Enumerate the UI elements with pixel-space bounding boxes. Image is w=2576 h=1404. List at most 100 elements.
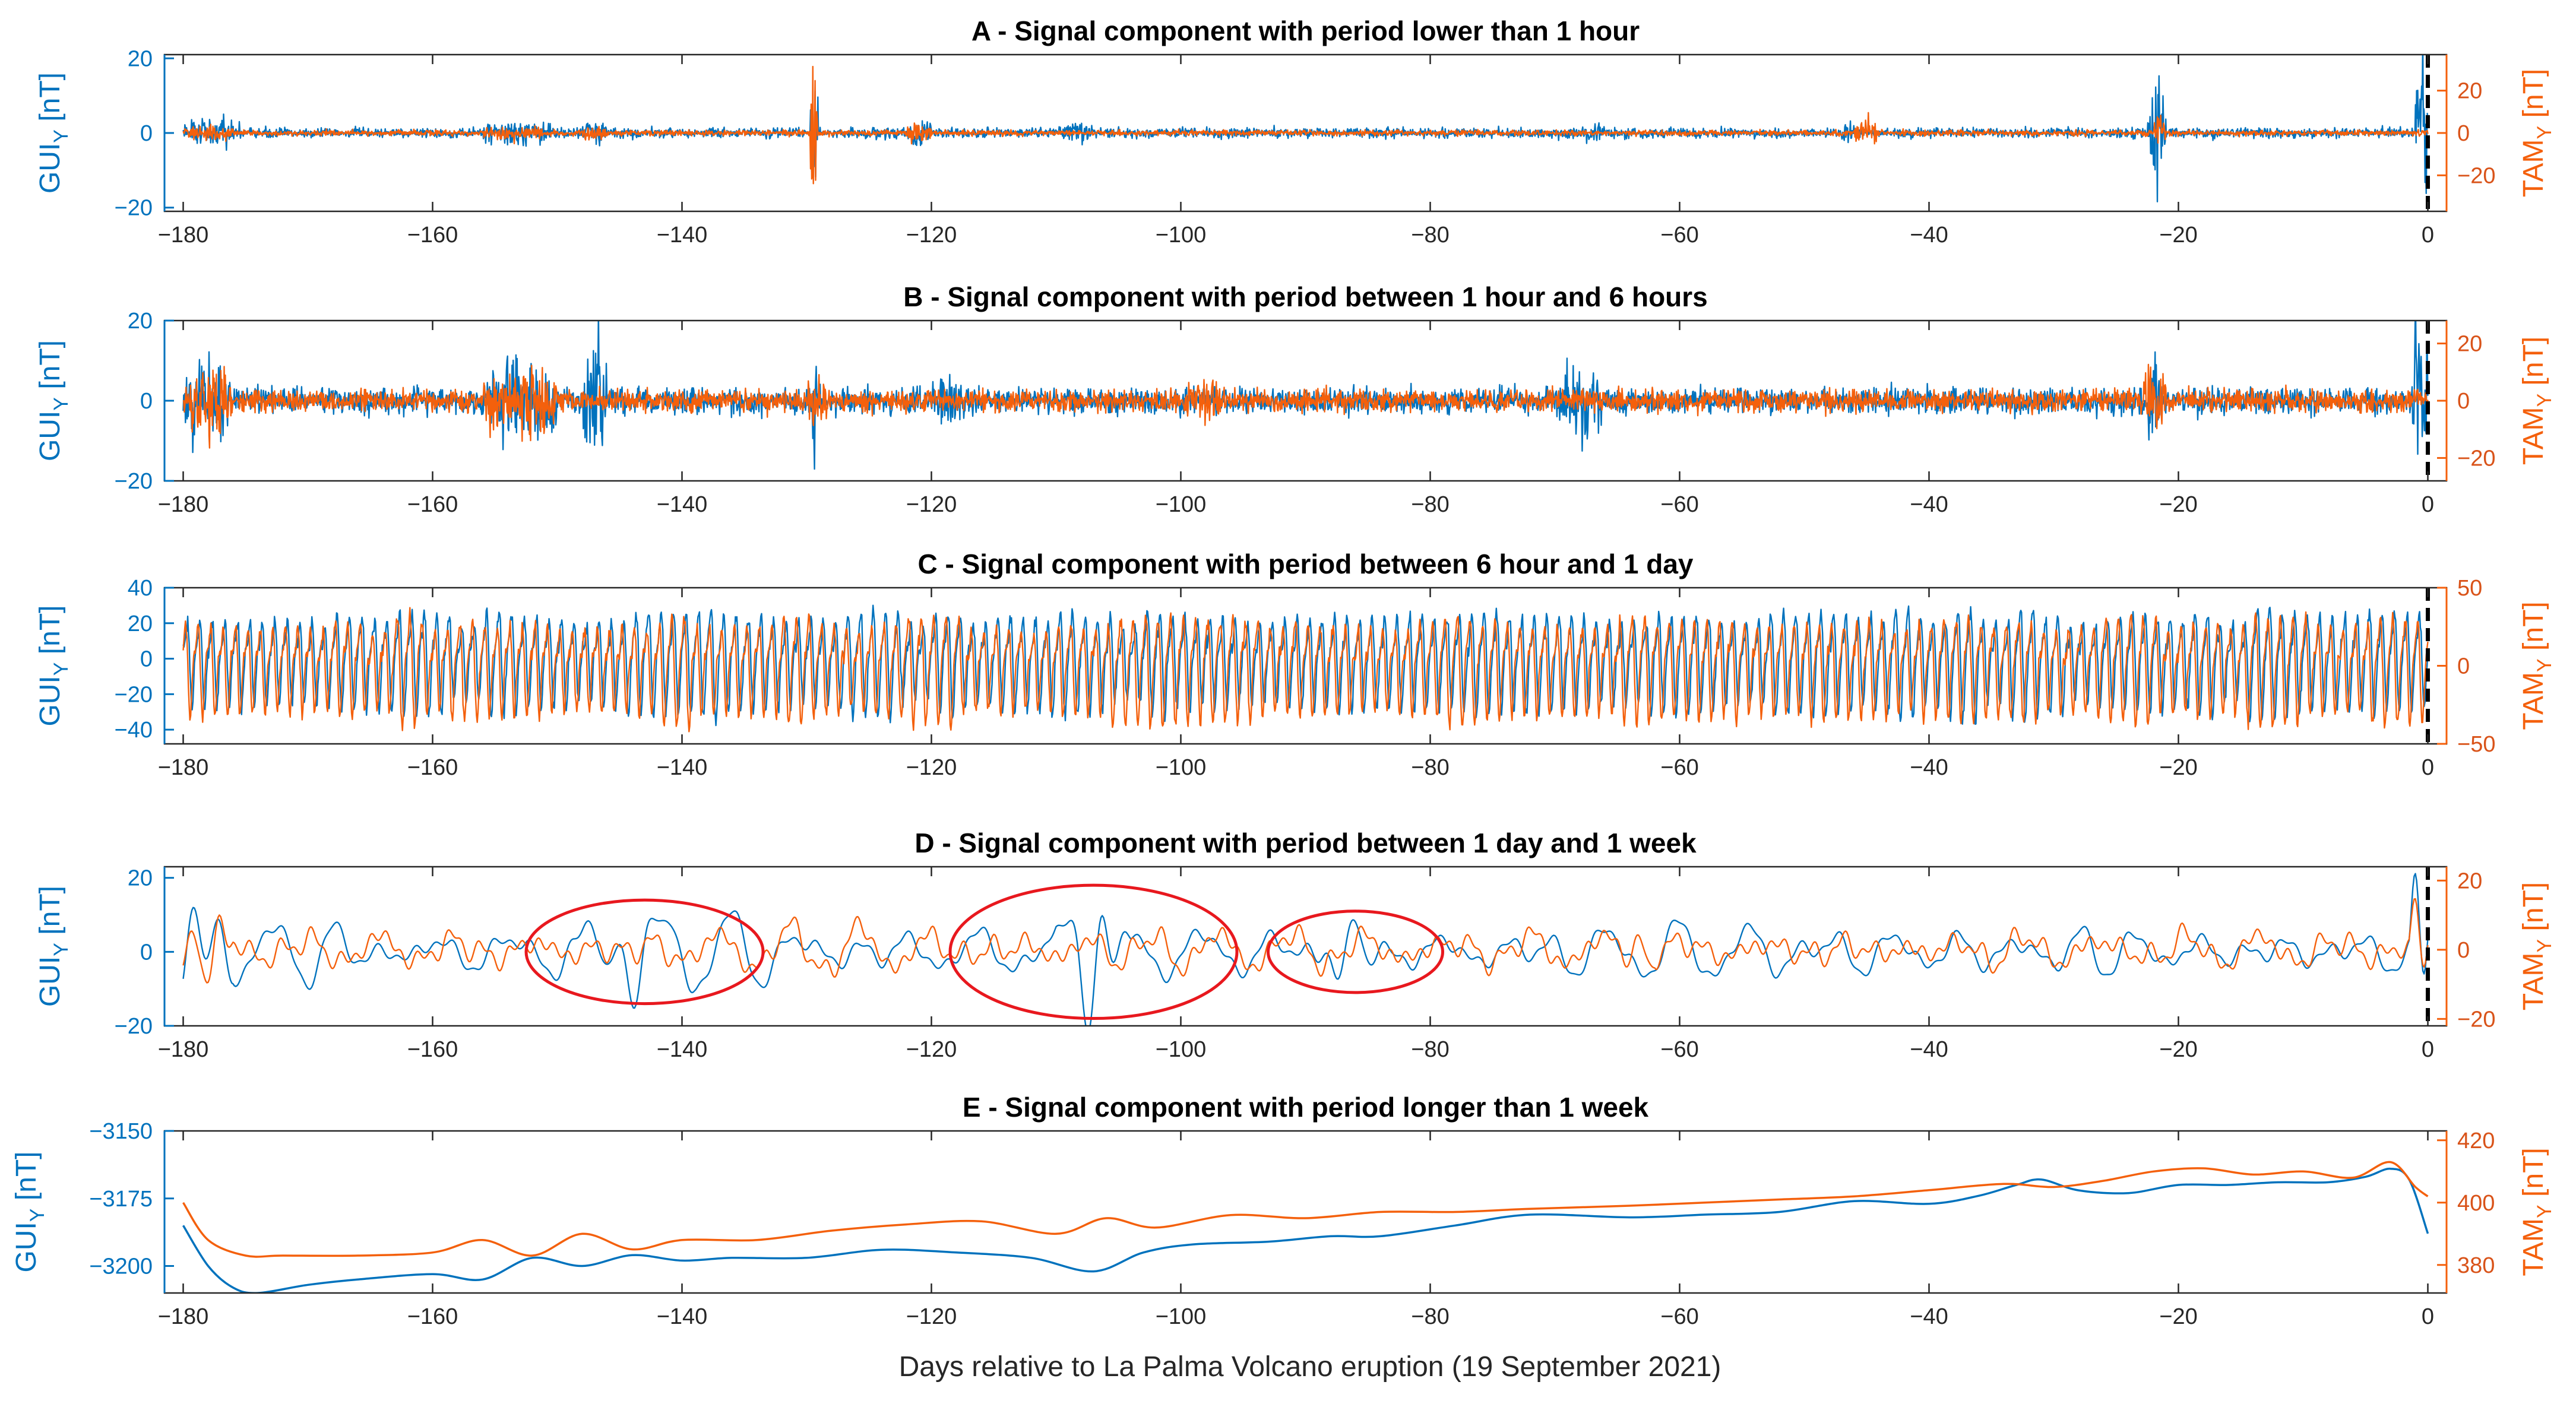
x-tick-label: −20: [2159, 1304, 2197, 1329]
x-tick-label: −20: [2159, 492, 2197, 517]
x-tick-label: −20: [2159, 755, 2197, 780]
y-right-label: TAMY [nT]: [2518, 69, 2556, 197]
plot-frame: [163, 866, 2448, 1027]
y-right-tick-label: 400: [2457, 1191, 2495, 1216]
series-group: [182, 604, 2429, 733]
y-left-tick-label: 40: [128, 576, 153, 601]
x-tick-label: −120: [906, 1037, 957, 1062]
panel-b: B - Signal component with period between…: [34, 281, 2556, 517]
y-right-label: TAMY [nT]: [2518, 601, 2556, 730]
x-tick-label: −180: [158, 223, 209, 248]
x-tick-label: −100: [1156, 223, 1207, 248]
x-tick-label: 0: [2422, 1304, 2434, 1329]
x-tick-label: −160: [407, 755, 458, 780]
y-left-tick-label: 0: [140, 121, 153, 146]
y-left-tick-label: −20: [115, 469, 153, 494]
gui-series-line: [182, 1167, 2429, 1293]
tam-series-line: [182, 607, 2429, 733]
y-left-label: GUIY [nT]: [34, 886, 72, 1007]
y-right-tick-label: −20: [2457, 446, 2495, 471]
tam-series-line: [182, 363, 2429, 449]
x-tick-label: −100: [1156, 1304, 1207, 1329]
x-tick-label: −180: [158, 1304, 209, 1329]
panel-a: A - Signal component with period lower t…: [34, 15, 2556, 248]
x-tick-label: −100: [1156, 492, 1207, 517]
highlight-ellipse: [1267, 909, 1444, 994]
x-tick-label: −20: [2159, 1037, 2197, 1062]
y-left-tick-label: 0: [140, 647, 153, 672]
y-left-tick-label: −40: [115, 718, 153, 743]
y-left-label: GUIY [nT]: [34, 605, 72, 726]
x-tick-label: −40: [1910, 1037, 1948, 1062]
x-tick-label: 0: [2422, 223, 2434, 248]
x-tick-label: −140: [657, 1037, 708, 1062]
x-tick-label: −40: [1910, 1304, 1948, 1329]
x-tick-label: −40: [1910, 755, 1948, 780]
x-tick-label: −140: [657, 755, 708, 780]
y-right-tick-label: 0: [2457, 121, 2470, 146]
x-tick-label: −80: [1411, 492, 1449, 517]
y-left-tick-label: −3150: [89, 1119, 153, 1144]
series-group: [182, 873, 2429, 1026]
y-left-tick-label: 20: [128, 309, 153, 334]
x-tick-label: −40: [1910, 223, 1948, 248]
x-tick-label: −60: [1660, 492, 1698, 517]
x-tick-label: −80: [1411, 1037, 1449, 1062]
y-left-tick-label: 20: [128, 611, 153, 636]
x-tick-label: −160: [407, 492, 458, 517]
panel-title: B - Signal component with period between…: [903, 281, 1708, 312]
y-left-tick-label: −20: [115, 196, 153, 221]
x-tick-label: −100: [1156, 1037, 1207, 1062]
y-right-tick-label: 20: [2457, 869, 2482, 893]
y-right-tick-label: 0: [2457, 654, 2470, 679]
x-tick-label: 0: [2422, 755, 2434, 780]
y-right-tick-label: 20: [2457, 79, 2482, 104]
x-tick-label: −80: [1411, 755, 1449, 780]
x-tick-label: −160: [407, 1037, 458, 1062]
x-tick-label: −80: [1411, 1304, 1449, 1329]
y-left-tick-label: 20: [128, 46, 153, 71]
x-tick-label: −140: [657, 223, 708, 248]
x-tick-label: −120: [906, 1304, 957, 1329]
y-right-label: TAMY [nT]: [2518, 882, 2556, 1010]
x-tick-label: −180: [158, 1037, 209, 1062]
y-right-tick-label: 0: [2457, 389, 2470, 414]
x-tick-label: 0: [2422, 492, 2434, 517]
y-left-label: GUIY [nT]: [34, 72, 72, 194]
y-right-label: TAMY [nT]: [2518, 337, 2556, 465]
y-right-tick-label: 0: [2457, 938, 2470, 963]
y-right-label: TAMY [nT]: [2518, 1148, 2556, 1276]
y-left-tick-label: −3175: [89, 1187, 153, 1212]
y-left-tick-label: 20: [128, 866, 153, 891]
x-tick-label: −60: [1660, 223, 1698, 248]
x-tick-label: −100: [1156, 755, 1207, 780]
x-tick-label: −180: [158, 755, 209, 780]
x-tick-label: 0: [2422, 1037, 2434, 1062]
tam-series-line: [182, 1161, 2429, 1258]
y-left-tick-label: −3200: [89, 1254, 153, 1279]
series-group: [182, 55, 2429, 202]
y-right-tick-label: −20: [2457, 163, 2495, 188]
panel-d: D - Signal component with period between…: [34, 828, 2556, 1062]
highlight-ellipse: [524, 898, 765, 1006]
y-left-tick-label: −20: [115, 1014, 153, 1039]
y-right-tick-label: −20: [2457, 1007, 2495, 1032]
y-right-tick-label: 20: [2457, 332, 2482, 357]
x-tick-label: −60: [1660, 1304, 1698, 1329]
gui-series-line: [182, 873, 2429, 1026]
x-tick-label: −140: [657, 492, 708, 517]
y-right-tick-label: 50: [2457, 576, 2482, 601]
y-left-label: GUIY [nT]: [11, 1151, 49, 1272]
x-tick-label: −120: [906, 223, 957, 248]
x-tick-label: −60: [1660, 755, 1698, 780]
y-right-tick-label: 380: [2457, 1253, 2495, 1278]
gui-series-line: [182, 55, 2429, 202]
gui-series-line: [182, 604, 2429, 727]
x-tick-label: −160: [407, 223, 458, 248]
y-right-tick-label: 420: [2457, 1129, 2495, 1153]
tam-series-line: [182, 898, 2429, 984]
x-axis-label: Days relative to La Palma Volcano erupti…: [899, 1351, 1721, 1383]
gui-series-line: [182, 321, 2429, 470]
tam-series-line: [182, 65, 2429, 185]
